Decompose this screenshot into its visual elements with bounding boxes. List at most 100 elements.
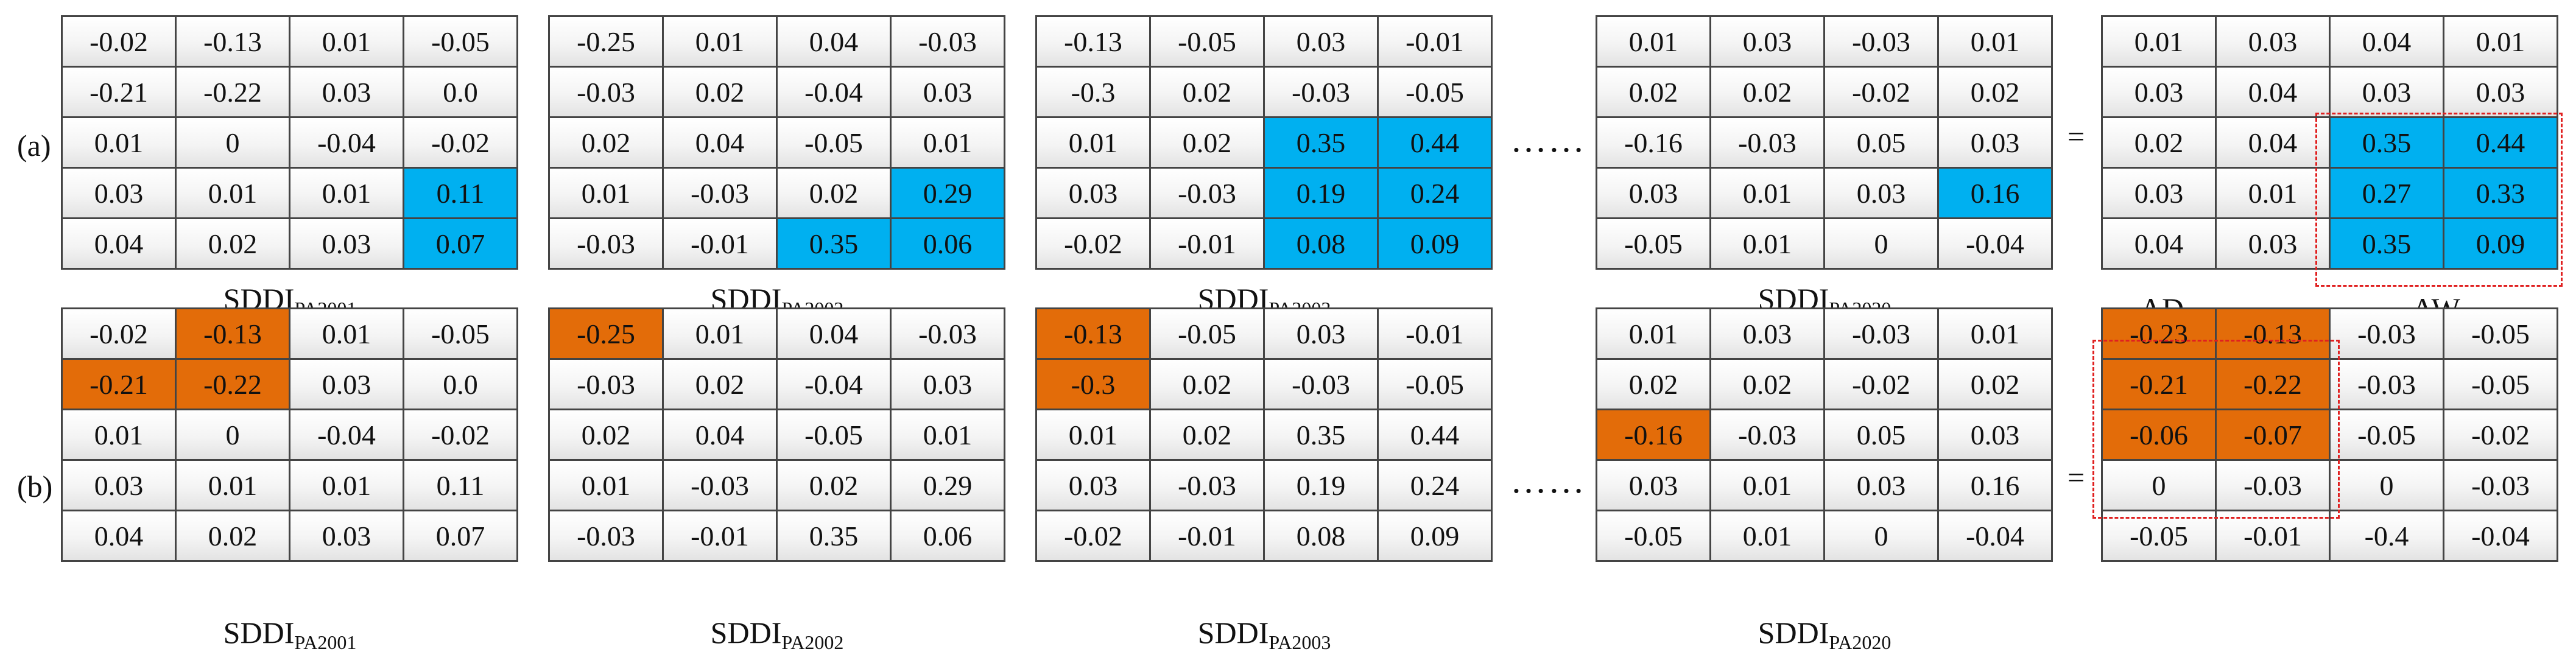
matrix-cell: 0.16 bbox=[1939, 169, 2051, 217]
matrix-cell: -0.03 bbox=[664, 461, 776, 510]
matrix-cell: 0.02 bbox=[778, 461, 890, 510]
matrix-cell: -0.01 bbox=[664, 511, 776, 560]
matrix-cell: 0.05 bbox=[1825, 410, 1937, 459]
matrix-cell: -0.04 bbox=[1939, 511, 2051, 560]
matrix-cell: 0.01 bbox=[550, 461, 662, 510]
matrix-cell: 0 bbox=[177, 118, 289, 167]
matrix-cell: 0.02 bbox=[1151, 410, 1263, 459]
matrix-cell: 0.01 bbox=[2444, 17, 2557, 66]
matrix-b-pa2002: -0.25 0.01 0.04 -0.03 -0.03 0.02 -0.04 0.03 0.02… bbox=[548, 307, 1005, 562]
matrix-cell: 0.02 bbox=[1151, 68, 1263, 116]
matrix-cell: 0.09 bbox=[2444, 219, 2557, 268]
matrix-cell: 0.29 bbox=[892, 461, 1004, 510]
matrix-cell: 0 bbox=[1825, 219, 1937, 268]
matrix-cell: -0.04 bbox=[2444, 511, 2557, 560]
matrix-cell: -0.04 bbox=[778, 68, 890, 116]
matrix-cell: 0.01 bbox=[1597, 309, 1709, 358]
matrix-cell: 0.03 bbox=[1037, 461, 1149, 510]
matrix-cell: 0.03 bbox=[1825, 461, 1937, 510]
matrix-cell: 0.03 bbox=[1265, 309, 1377, 358]
matrix-cell: -0.02 bbox=[1825, 360, 1937, 409]
matrix-cell: 0 bbox=[1825, 511, 1937, 560]
matrix-cell: -0.03 bbox=[2444, 461, 2557, 510]
matrix-cell: -0.03 bbox=[2217, 461, 2329, 510]
matrix-cell: -0.02 bbox=[2444, 410, 2557, 459]
matrix-cell: 0.04 bbox=[2331, 17, 2443, 66]
row-label-b: (b) bbox=[17, 469, 53, 503]
matrix-cell: 0.29 bbox=[892, 169, 1004, 217]
matrix-cell: 0.0 bbox=[404, 68, 516, 116]
matrix-cell: 0.07 bbox=[404, 511, 516, 560]
matrix-cell: 0.19 bbox=[1265, 461, 1377, 510]
ellipsis-a: …… bbox=[1510, 119, 1586, 160]
matrix-cell: 0.01 bbox=[664, 309, 776, 358]
matrix-cell: -0.16 bbox=[1597, 118, 1709, 167]
matrix-cell: -0.04 bbox=[290, 118, 403, 167]
matrix-cell: 0.16 bbox=[1939, 461, 2051, 510]
matrix-cell: 0 bbox=[2103, 461, 2215, 510]
matrix-cell: -0.05 bbox=[778, 118, 890, 167]
matrix-cell: -0.02 bbox=[404, 410, 516, 459]
matrix-cell: 0.03 bbox=[1597, 461, 1709, 510]
matrix-cell: 0.03 bbox=[1939, 410, 2051, 459]
matrix-cell: -0.13 bbox=[177, 17, 289, 66]
matrix-cell: 0.11 bbox=[404, 461, 516, 510]
caption-b-pa2003: SDDIPA2003 bbox=[1197, 616, 1331, 653]
matrix-cell: -0.04 bbox=[290, 410, 403, 459]
matrix-cell: 0.02 bbox=[664, 68, 776, 116]
matrix-cell: 0.04 bbox=[664, 118, 776, 167]
matrix-cell: 0.04 bbox=[63, 219, 175, 268]
matrix-cell: -0.13 bbox=[1037, 309, 1149, 358]
matrix-cell: 0.24 bbox=[1379, 169, 1491, 217]
matrix-cell: -0.03 bbox=[1151, 169, 1263, 217]
matrix-cell: 0.01 bbox=[1711, 511, 1823, 560]
matrix-cell: 0.33 bbox=[2444, 169, 2557, 217]
matrix-cell: -0.22 bbox=[177, 360, 289, 409]
matrix-cell: 0.02 bbox=[550, 118, 662, 167]
matrix-cell: 0.01 bbox=[550, 169, 662, 217]
matrix-cell: 0.08 bbox=[1265, 219, 1377, 268]
matrix-cell: 0.03 bbox=[290, 360, 403, 409]
matrix-cell: -0.3 bbox=[1037, 360, 1149, 409]
matrix-cell: 0.11 bbox=[404, 169, 516, 217]
matrix-cell: 0.44 bbox=[1379, 118, 1491, 167]
matrix-b-pa2020: 0.01 0.03 -0.03 0.01 0.02 0.02 -0.02 0.02 -0.16-… bbox=[1596, 307, 2053, 562]
matrix-cell: -0.05 bbox=[404, 309, 516, 358]
matrix-cell: 0.03 bbox=[1711, 309, 1823, 358]
matrix-a-pa2003: -0.13 -0.05 0.03 -0.01 -0.3 0.02 -0.03 -0.05 0.0… bbox=[1035, 15, 1493, 270]
matrix-cell: -0.06 bbox=[2103, 410, 2215, 459]
matrix-cell: -0.05 bbox=[1597, 511, 1709, 560]
matrix-cell: -0.02 bbox=[404, 118, 516, 167]
matrix-cell: -0.05 bbox=[1151, 309, 1263, 358]
matrix-cell: 0.04 bbox=[2217, 118, 2329, 167]
matrix-cell: 0.01 bbox=[892, 118, 1004, 167]
matrix-cell: 0.01 bbox=[892, 410, 1004, 459]
matrix-cell: 0.09 bbox=[1379, 219, 1491, 268]
matrix-cell: -0.03 bbox=[1825, 309, 1937, 358]
matrix-cell: -0.01 bbox=[1379, 17, 1491, 66]
matrix-cell: 0.04 bbox=[2103, 219, 2215, 268]
matrix-cell: 0.01 bbox=[290, 309, 403, 358]
matrix-cell: 0.35 bbox=[778, 219, 890, 268]
matrix-cell: -0.05 bbox=[2444, 360, 2557, 409]
caption-b-pa2001: SDDIPA2001 bbox=[223, 616, 357, 653]
matrix-cell: -0.05 bbox=[1597, 219, 1709, 268]
matrix-cell: -0.05 bbox=[404, 17, 516, 66]
matrix-cell: 0.03 bbox=[1597, 169, 1709, 217]
matrix-cell: 0.01 bbox=[63, 410, 175, 459]
matrix-cell: 0.03 bbox=[2103, 169, 2215, 217]
matrix-cell: 0.02 bbox=[1151, 360, 1263, 409]
matrix-cell: -0.03 bbox=[550, 68, 662, 116]
matrix-b-pa2001: -0.02 -0.13 0.01 -0.05 -0.21 -0.22 0.03 0.0 0.01… bbox=[61, 307, 518, 562]
matrix-cell: 0.02 bbox=[1151, 118, 1263, 167]
matrix-cell: -0.03 bbox=[664, 169, 776, 217]
matrix-cell: -0.25 bbox=[550, 309, 662, 358]
matrix-cell: -0.03 bbox=[892, 17, 1004, 66]
matrix-cell: 0.02 bbox=[177, 219, 289, 268]
matrix-cell: 0.01 bbox=[1711, 219, 1823, 268]
matrix-cell: 0.0 bbox=[404, 360, 516, 409]
matrix-cell: 0.01 bbox=[290, 169, 403, 217]
matrix-cell: 0.03 bbox=[892, 360, 1004, 409]
matrix-cell: -0.04 bbox=[1939, 219, 2051, 268]
matrix-cell: 0.02 bbox=[1939, 360, 2051, 409]
